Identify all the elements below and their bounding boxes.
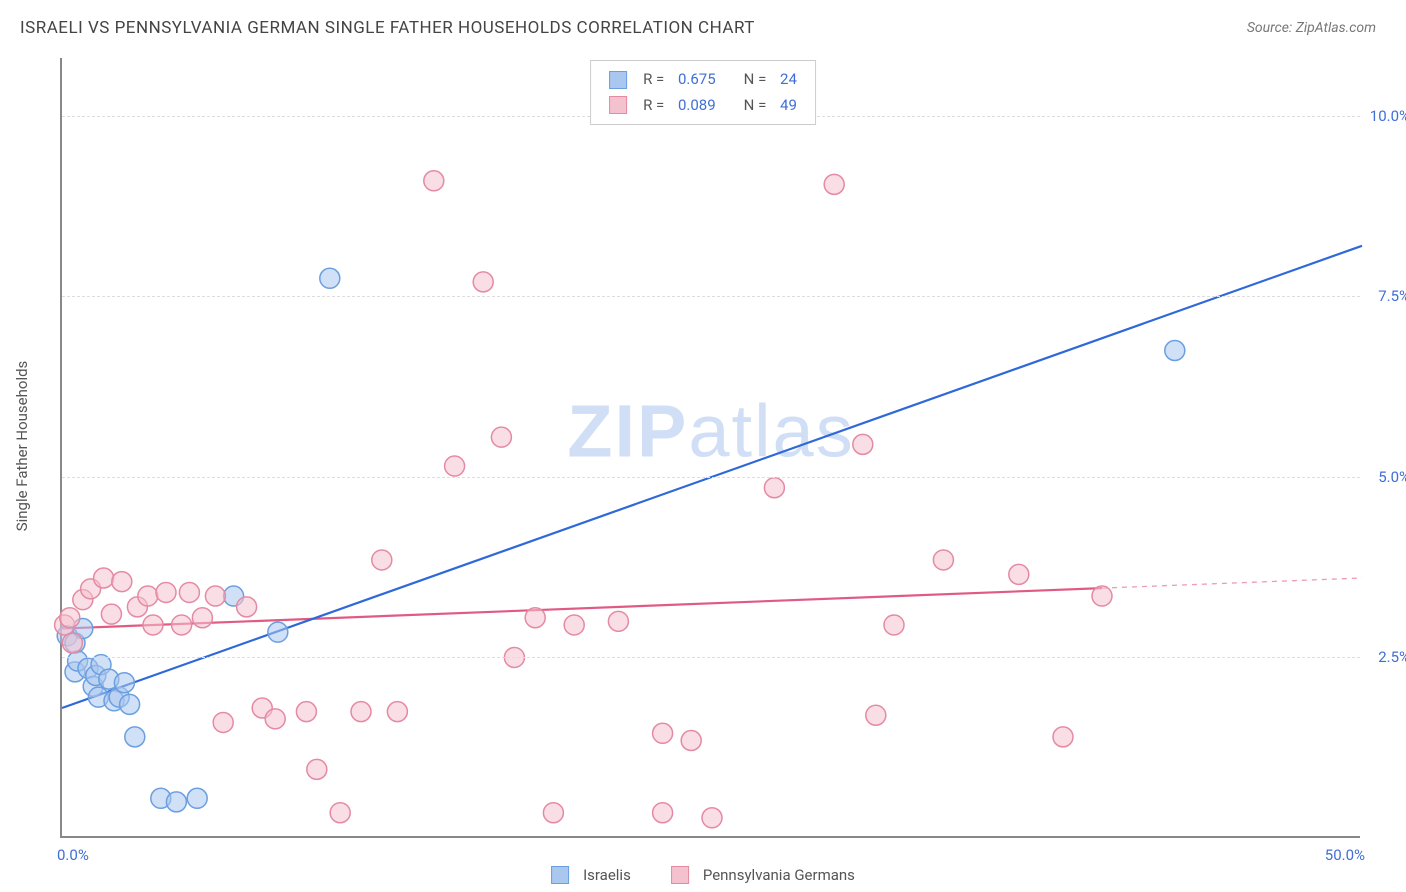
- stat-r-value: 0.089: [678, 93, 716, 119]
- scatter-point: [525, 608, 545, 628]
- stats-legend: R = 0.675 N = 24 R = 0.089 N = 49: [590, 60, 816, 125]
- scatter-point: [702, 808, 722, 828]
- stat-n-value: 24: [780, 67, 797, 93]
- chart-title: ISRAELI VS PENNSYLVANIA GERMAN SINGLE FA…: [20, 18, 755, 38]
- scatter-point: [330, 803, 350, 823]
- stats-legend-row: R = 0.675 N = 24: [609, 67, 797, 93]
- plot-svg: [62, 58, 1360, 836]
- scatter-point: [1009, 564, 1029, 584]
- x-tick-min: 0.0%: [57, 846, 89, 864]
- scatter-point: [473, 272, 493, 292]
- stat-r-label: R =: [643, 67, 668, 93]
- scatter-point: [653, 723, 673, 743]
- scatter-point: [681, 731, 701, 751]
- legend-swatch: [671, 866, 689, 884]
- scatter-point: [138, 586, 158, 606]
- scatter-point: [866, 705, 886, 725]
- scatter-point: [112, 572, 132, 592]
- scatter-point: [296, 702, 316, 722]
- scatter-point: [387, 702, 407, 722]
- gridline: [62, 477, 1360, 478]
- gridline: [62, 296, 1360, 297]
- scatter-point: [125, 727, 145, 747]
- source-attribution: Source: ZipAtlas.com: [1247, 20, 1376, 36]
- scatter-point: [1092, 586, 1112, 606]
- series-legend: Israelis Pennsylvania Germans: [551, 866, 855, 884]
- scatter-point: [1053, 727, 1073, 747]
- scatter-point: [156, 582, 176, 602]
- y-tick-label: 5.0%: [1378, 468, 1406, 486]
- scatter-point: [120, 694, 140, 714]
- legend-swatch: [551, 866, 569, 884]
- scatter-point: [94, 568, 114, 588]
- scatter-point: [187, 788, 207, 808]
- scatter-point: [213, 712, 233, 732]
- scatter-point: [265, 709, 285, 729]
- scatter-point: [101, 604, 121, 624]
- legend-label: Pennsylvania Germans: [703, 866, 855, 884]
- stat-r-label: R =: [643, 93, 668, 119]
- stat-n-label: N =: [744, 93, 770, 119]
- y-tick-label: 10.0%: [1370, 107, 1406, 125]
- scatter-point: [933, 550, 953, 570]
- scatter-point: [114, 673, 134, 693]
- y-tick-label: 7.5%: [1378, 287, 1406, 305]
- scatter-point: [166, 792, 186, 812]
- scatter-point: [653, 803, 673, 823]
- gridline: [62, 657, 1360, 658]
- legend-item: Israelis: [551, 866, 631, 884]
- scatter-point: [372, 550, 392, 570]
- scatter-point: [143, 615, 163, 635]
- scatter-point: [853, 434, 873, 454]
- scatter-point: [60, 608, 80, 628]
- scatter-point: [192, 608, 212, 628]
- scatter-point: [1165, 341, 1185, 361]
- legend-label: Israelis: [583, 866, 631, 884]
- scatter-point: [608, 611, 628, 631]
- scatter-point: [824, 174, 844, 194]
- scatter-point: [237, 597, 257, 617]
- scatter-point: [172, 615, 192, 635]
- scatter-point: [268, 622, 288, 642]
- legend-item: Pennsylvania Germans: [671, 866, 855, 884]
- scatter-point: [445, 456, 465, 476]
- regression-line-extrapolated: [1102, 578, 1362, 588]
- scatter-point: [564, 615, 584, 635]
- scatter-point: [205, 586, 225, 606]
- legend-swatch: [609, 96, 627, 114]
- x-tick-max: 50.0%: [1325, 846, 1365, 864]
- scatter-point: [424, 171, 444, 191]
- plot-area: ZIPatlas 0.0% 50.0% 2.5%5.0%7.5%10.0%: [60, 58, 1360, 838]
- scatter-point: [320, 268, 340, 288]
- scatter-point: [179, 582, 199, 602]
- scatter-point: [307, 759, 327, 779]
- scatter-point: [764, 478, 784, 498]
- y-tick-label: 2.5%: [1378, 648, 1406, 666]
- scatter-point: [884, 615, 904, 635]
- y-axis-label: Single Father Households: [13, 361, 31, 532]
- scatter-point: [62, 633, 82, 653]
- scatter-point: [351, 702, 371, 722]
- stat-r-value: 0.675: [678, 67, 716, 93]
- legend-swatch: [609, 71, 627, 89]
- stat-n-label: N =: [744, 67, 770, 93]
- stat-n-value: 49: [780, 93, 797, 119]
- scatter-point: [543, 803, 563, 823]
- stats-legend-row: R = 0.089 N = 49: [609, 93, 797, 119]
- scatter-point: [491, 427, 511, 447]
